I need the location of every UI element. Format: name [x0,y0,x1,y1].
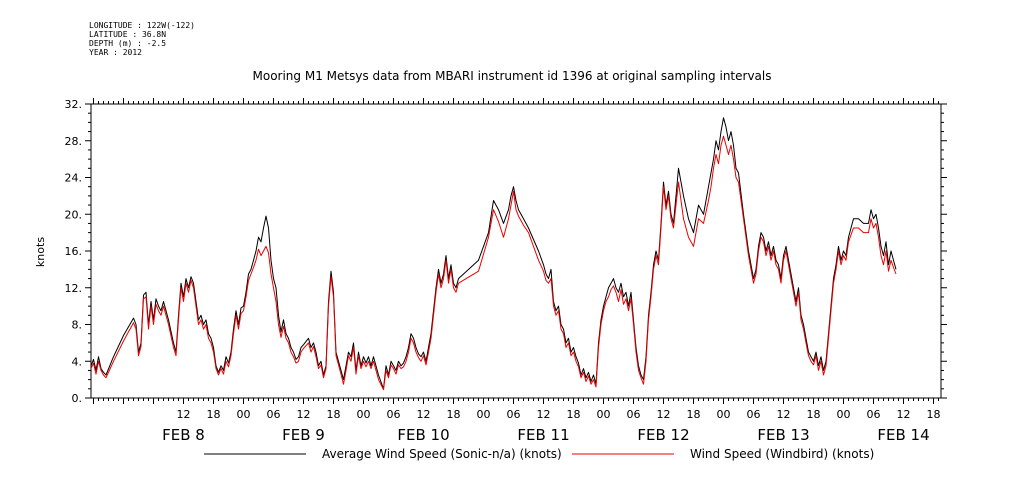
x-hour-label: 12 [177,408,191,421]
latitude-label: LATITUDE : 36.8N [89,30,167,39]
x-hour-label: 00 [597,408,611,421]
y-tick-label: 32. [65,98,83,111]
x-hour-label: 06 [627,408,641,421]
legend-label-windbird: Wind Speed (Windbird) (knots) [690,447,874,461]
y-tick-label: 0. [72,392,83,405]
y-tick-label: 4. [72,355,83,368]
x-day-label: FEB 11 [517,426,569,444]
x-day-label: FEB 14 [877,426,929,444]
y-tick-label: 16. [65,245,83,258]
x-hour-label: 06 [867,408,881,421]
station-metadata: LONGITUDE : 122W(-122) LATITUDE : 36.8N … [89,21,195,57]
x-hour-label: 00 [357,408,371,421]
legend-label-average-wind-speed: Average Wind Speed (Sonic-n/a) (knots) [322,447,562,461]
longitude-label: LONGITUDE : 122W(-122) [89,21,195,30]
x-hour-label: 12 [897,408,911,421]
x-hour-label: 18 [927,408,941,421]
plot-frame [90,103,942,399]
depth-label: DEPTH (m) : -2.5 [89,39,167,48]
x-hour-label: 06 [507,408,521,421]
x-hour-label: 18 [327,408,341,421]
chart-title: Mooring M1 Metsys data from MBARI instru… [253,69,772,83]
x-day-label: FEB 12 [637,426,689,444]
series-line-average-wind-speed [90,117,897,390]
x-hour-label: 18 [687,408,701,421]
y-tick-label: 24. [65,172,83,185]
x-hour-label: 18 [447,408,461,421]
x-axis-ticks: 12 18 00 06 12 18 00 06 12 18 00 06 12 18 00 06 12 18 00 06… [93,98,941,444]
y-tick-label: 12. [65,282,83,295]
y-tick-label: 8. [72,319,83,332]
x-hour-label: 18 [207,408,221,421]
y-axis-ticks: 0. 4. 8. 12. 16. 20. 24. 28. 32. [65,98,947,405]
x-hour-label: 12 [417,408,431,421]
x-day-label: FEB 10 [397,426,449,444]
x-hour-label: 00 [477,408,491,421]
x-day-label: FEB 9 [282,426,325,444]
legend: Average Wind Speed (Sonic-n/a) (knots) W… [204,447,874,461]
x-hour-label: 12 [657,408,671,421]
x-day-label: FEB 8 [162,426,205,444]
x-hour-label: 12 [537,408,551,421]
x-hour-label: 18 [807,408,821,421]
x-hour-label: 00 [837,408,851,421]
y-axis-label: knots [34,237,47,267]
x-hour-label: 12 [297,408,311,421]
series-line-windbird [90,135,897,391]
series-layer [90,117,897,391]
x-hour-label: 06 [267,408,281,421]
x-hour-label: 00 [237,408,251,421]
y-tick-label: 28. [65,135,83,148]
x-hour-label: 18 [567,408,581,421]
x-day-label: FEB 13 [757,426,809,444]
x-hour-label: 00 [717,408,731,421]
x-hour-label: 06 [747,408,761,421]
y-tick-label: 20. [65,208,83,221]
x-hour-label: 12 [777,408,791,421]
x-hour-label: 06 [387,408,401,421]
year-label: YEAR : 2012 [89,48,142,57]
